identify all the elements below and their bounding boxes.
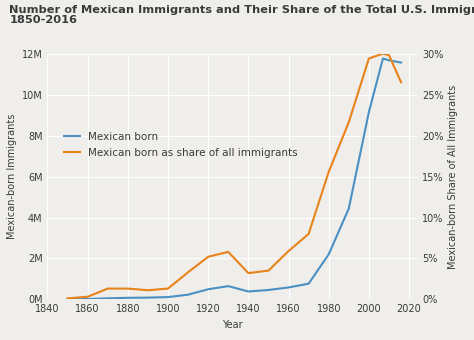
Mexican born as share of all immigrants <box>185 270 191 274</box>
Mexican born <box>105 296 110 300</box>
Mexican born as share of all immigrants <box>246 271 251 275</box>
Mexican born as share of all immigrants <box>398 80 404 84</box>
Mexican born <box>380 56 386 61</box>
Mexican born as share of all immigrants <box>85 295 91 299</box>
Mexican born as share of all immigrants <box>306 232 311 236</box>
Line: Mexican born as share of all immigrants: Mexican born as share of all immigrants <box>67 54 401 299</box>
Text: Number of Mexican Immigrants and Their Share of the Total U.S. Immigrant Populat: Number of Mexican Immigrants and Their S… <box>9 5 474 15</box>
Mexican born as share of all immigrants <box>64 296 70 301</box>
Mexican born <box>64 297 70 301</box>
Mexican born <box>145 295 151 300</box>
Mexican born <box>165 295 171 299</box>
Mexican born <box>346 206 352 210</box>
Y-axis label: Mexican-born Share of All Immigrants: Mexican-born Share of All Immigrants <box>448 85 458 269</box>
Mexican born as share of all immigrants <box>286 249 292 253</box>
Mexican born <box>265 288 271 292</box>
Mexican born <box>185 293 191 297</box>
Mexican born as share of all immigrants <box>205 255 211 259</box>
Mexican born <box>366 110 372 114</box>
Line: Mexican born: Mexican born <box>67 58 401 299</box>
Y-axis label: Mexican-born Immigrants: Mexican-born Immigrants <box>8 114 18 239</box>
Mexican born as share of all immigrants <box>125 287 131 291</box>
Text: 1850-2016: 1850-2016 <box>9 15 77 25</box>
Mexican born <box>306 282 311 286</box>
Mexican born <box>205 287 211 291</box>
Mexican born as share of all immigrants <box>366 56 372 61</box>
Mexican born <box>246 289 251 293</box>
Mexican born <box>286 285 292 289</box>
Mexican born <box>386 58 392 62</box>
Mexican born <box>326 252 331 256</box>
X-axis label: Year: Year <box>222 320 243 329</box>
Mexican born <box>226 284 231 288</box>
Mexican born as share of all immigrants <box>386 53 392 57</box>
Mexican born as share of all immigrants <box>326 170 331 174</box>
Mexican born as share of all immigrants <box>380 52 386 56</box>
Mexican born <box>398 61 404 65</box>
Mexican born as share of all immigrants <box>105 287 110 291</box>
Mexican born as share of all immigrants <box>265 269 271 273</box>
Legend: Mexican born, Mexican born as share of all immigrants: Mexican born, Mexican born as share of a… <box>60 128 302 162</box>
Mexican born as share of all immigrants <box>145 288 151 292</box>
Mexican born as share of all immigrants <box>226 250 231 254</box>
Mexican born as share of all immigrants <box>165 287 171 291</box>
Mexican born <box>125 296 131 300</box>
Mexican born as share of all immigrants <box>346 120 352 124</box>
Mexican born <box>85 297 91 301</box>
